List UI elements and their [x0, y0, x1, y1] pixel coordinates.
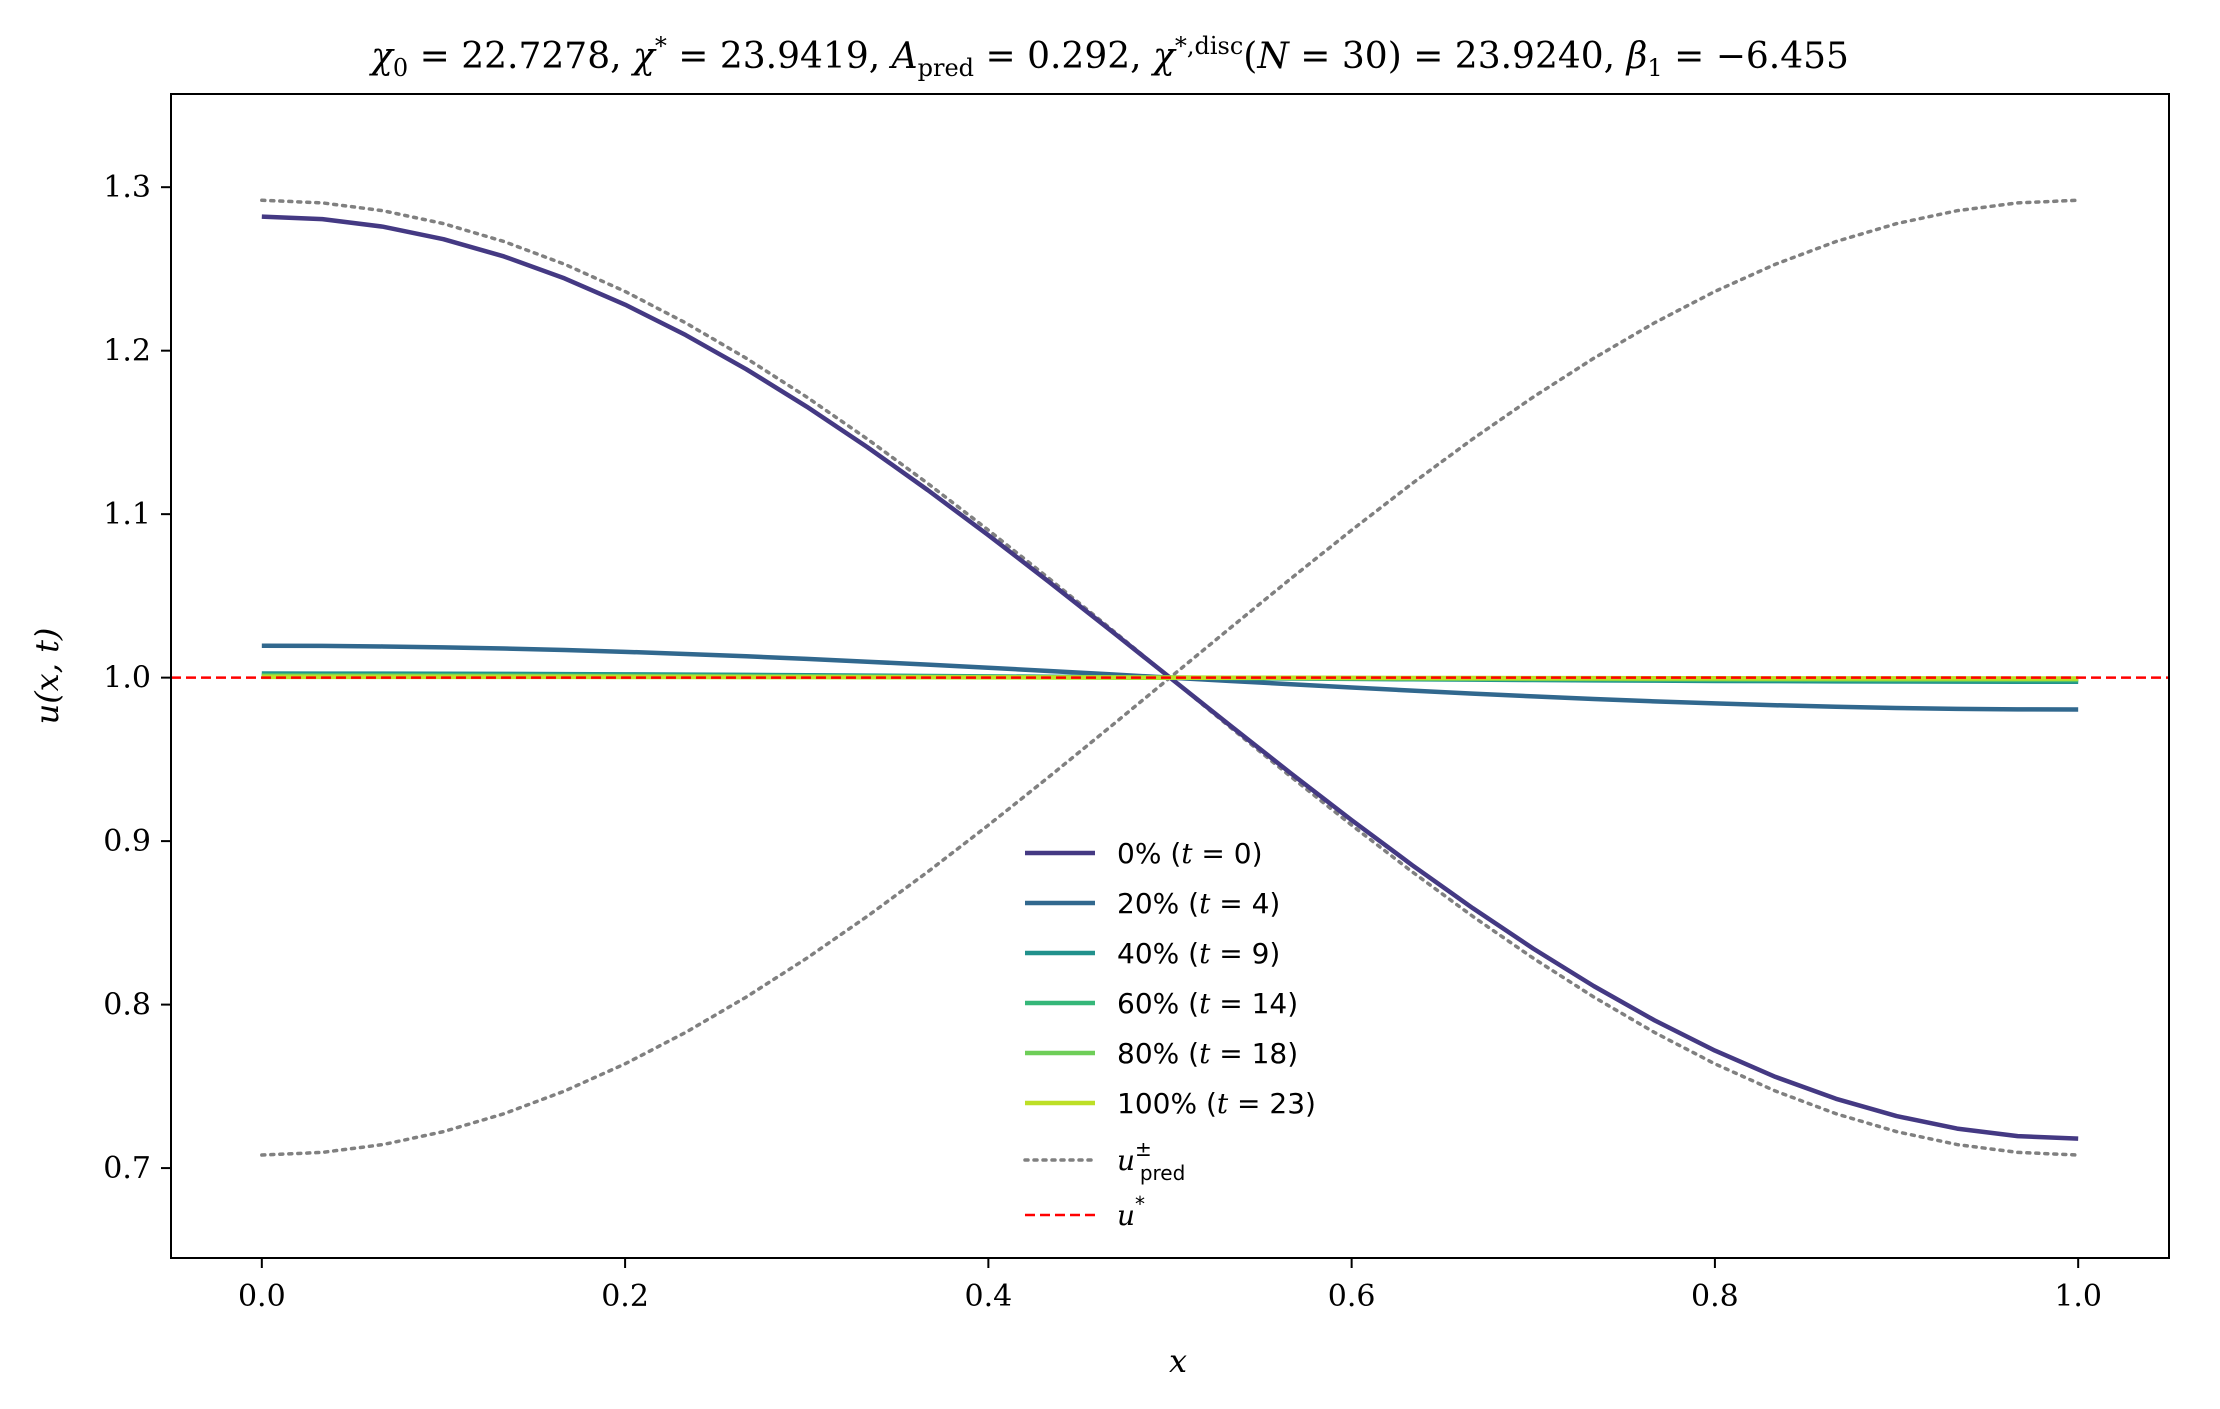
legend-entry-6: u± pred [1023, 1137, 1185, 1185]
x-axis-ticks: 0.0 0.2 0.4 0.6 0.8 1.0 [238, 1258, 2102, 1314]
x-tick-label: 1.0 [2054, 1279, 2102, 1314]
legend-label-6: u± pred [1117, 1137, 1185, 1185]
chart-title: χ0 = 22.7278, χ* = 23.9419, Apred = 0.29… [368, 32, 1849, 82]
x-tick-label: 0.8 [1691, 1279, 1739, 1314]
legend-label-0: 0% (t = 0) [1117, 837, 1263, 870]
legend-label-1: 20% (t = 4) [1117, 887, 1280, 920]
legend-label-4: 80% (t = 18) [1117, 1037, 1298, 1070]
legend-entry-2: 40% (t = 9) [1025, 937, 1280, 970]
legend-label-7: u* [1117, 1192, 1145, 1232]
x-tick-label: 0.0 [238, 1279, 286, 1314]
legend-entry-7: u* [1025, 1192, 1145, 1232]
y-tick-label: 1.0 [103, 661, 151, 696]
legend-label-2: 40% (t = 9) [1117, 937, 1280, 970]
x-axis-label: x [1169, 1342, 1187, 1380]
legend-entry-1: 20% (t = 4) [1025, 887, 1280, 920]
y-axis-label: u(x, t) [28, 628, 66, 725]
series-layer [171, 198, 2169, 1157]
plot-frame [170, 93, 2170, 1259]
legend-label-5: 100% (t = 23) [1117, 1087, 1316, 1120]
y-axis-ticks: 0.7 0.8 0.9 1.0 1.1 1.2 1.3 [103, 170, 171, 1186]
x-tick-label: 0.6 [1328, 1279, 1376, 1314]
y-tick-label: 0.7 [103, 1151, 151, 1186]
legend-entry-4: 80% (t = 18) [1025, 1037, 1298, 1070]
legend-label-3: 60% (t = 14) [1117, 987, 1298, 1020]
legend-entry-0: 0% (t = 0) [1025, 837, 1263, 870]
y-tick-label: 1.2 [103, 334, 151, 369]
y-tick-label: 1.1 [103, 497, 151, 532]
x-tick-label: 0.4 [965, 1279, 1013, 1314]
y-tick-label: 0.8 [103, 988, 151, 1023]
legend-entry-5: 100% (t = 23) [1025, 1087, 1316, 1120]
x-tick-label: 0.2 [601, 1279, 649, 1314]
legend: 0% (t = 0) 20% (t = 4) 40% (t = 9) 60% (… [1023, 837, 1316, 1232]
y-tick-label: 0.9 [103, 824, 151, 859]
y-tick-label: 1.3 [103, 170, 151, 205]
legend-entry-3: 60% (t = 14) [1025, 987, 1298, 1020]
